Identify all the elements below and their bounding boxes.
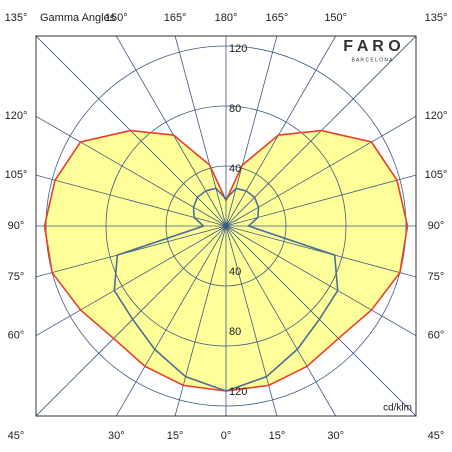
series-line	[113, 187, 227, 392]
grid-line	[225, 225, 337, 416]
r-tick-label: 120	[229, 386, 247, 398]
x-tick-label: 0°	[221, 430, 232, 442]
grid-line	[225, 36, 278, 227]
grid-line	[225, 225, 416, 416]
x-tick-label: 135°	[425, 12, 448, 24]
x-tick-label: 60°	[428, 330, 445, 342]
x-tick-label: 105°	[425, 169, 448, 181]
x-tick-label: 150°	[324, 12, 347, 24]
series-line	[225, 129, 409, 392]
grid-line	[225, 225, 278, 416]
label-layer: 40 40 80 80 120 120 0° 15° 15° 30° 30° 45° 45° 60° 60°…	[5, 12, 448, 442]
x-tick-label: 180°	[215, 12, 238, 24]
x-tick-label: 75°	[8, 271, 25, 283]
fill-layer	[44, 130, 408, 391]
x-tick-label: 90°	[428, 220, 445, 232]
x-tick-label: 30°	[108, 430, 125, 442]
area	[226, 130, 408, 391]
r-tick-label: 80	[229, 103, 241, 115]
grid-line	[36, 225, 227, 416]
x-tick-label: 135°	[5, 12, 28, 24]
r-tick-label: 40	[229, 266, 241, 278]
grid-line	[225, 225, 416, 278]
x-tick-label: 165°	[266, 12, 289, 24]
grid-line	[36, 225, 227, 337]
x-tick-label: 15°	[269, 430, 286, 442]
chart-title: Gamma Angles	[40, 12, 116, 24]
grid-line	[225, 36, 337, 227]
x-tick-label: 165°	[164, 12, 187, 24]
x-tick-label: 45°	[8, 430, 25, 442]
x-tick-label: 45°	[428, 430, 445, 442]
x-tick-label: 60°	[8, 330, 25, 342]
x-tick-label: 120°	[5, 110, 28, 122]
grid-line	[174, 225, 227, 416]
brand: F A R O	[343, 38, 400, 55]
series-line	[43, 129, 227, 392]
r-tick-label: 40	[229, 163, 241, 175]
grid-line	[225, 225, 416, 337]
grid-line	[115, 36, 227, 227]
grid-line	[36, 225, 227, 278]
x-tick-label: 105°	[5, 169, 28, 181]
series-line	[225, 187, 339, 392]
x-tick-label: 90°	[8, 220, 25, 232]
unit-label: cd/klm	[383, 403, 412, 414]
r-tick-label: 80	[229, 326, 241, 338]
r-tick-label: 120	[229, 43, 247, 55]
grid-line	[174, 36, 227, 227]
grid-line	[115, 225, 227, 416]
x-tick-label: 150°	[105, 12, 128, 24]
x-tick-label: 75°	[428, 271, 445, 283]
line-layer	[43, 129, 409, 392]
grid-layer	[36, 36, 416, 416]
x-tick-label: 15°	[167, 430, 184, 442]
brand-subtitle: B A R C E L O N A	[352, 57, 394, 63]
x-tick-label: 120°	[425, 110, 448, 122]
area	[44, 130, 226, 391]
x-tick-label: 30°	[327, 430, 344, 442]
plot-frame	[35, 35, 417, 417]
